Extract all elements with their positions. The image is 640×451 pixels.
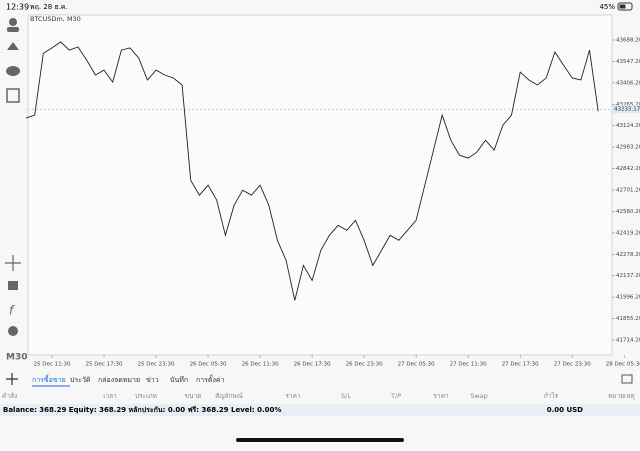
column-header: Swap bbox=[470, 392, 488, 400]
y-tick-label: 42419.20 bbox=[616, 230, 640, 236]
y-tick-label: 43265.20 bbox=[616, 102, 640, 108]
objects-icon[interactable] bbox=[8, 326, 18, 336]
y-tick-label: 41855.20 bbox=[616, 316, 640, 322]
account-icon-body bbox=[7, 27, 19, 32]
crosshair-icon[interactable] bbox=[5, 255, 21, 271]
y-tick-label: 43406.20 bbox=[616, 80, 640, 86]
price-line bbox=[25, 41, 599, 301]
function-icon[interactable]: f bbox=[9, 304, 15, 318]
x-tick-label: 25 Dec 17:30 bbox=[86, 362, 123, 368]
column-header: เวลา bbox=[103, 392, 117, 400]
x-tick-label: 27 Dec 23:30 bbox=[554, 362, 591, 368]
y-tick-label: 42701.20 bbox=[616, 188, 640, 194]
chat-icon[interactable] bbox=[6, 66, 20, 76]
tab[interactable]: บันทึก bbox=[170, 375, 188, 384]
column-header: กำไร bbox=[544, 392, 559, 400]
column-header: ราคา bbox=[285, 392, 300, 400]
tab[interactable]: การซื้อขาย bbox=[32, 373, 66, 384]
y-tick-label: 41714.20 bbox=[616, 338, 640, 344]
y-tick-label: 42842.20 bbox=[616, 166, 640, 172]
balance-summary: Balance: 368.29 Equity: 368.29 หลักประกั… bbox=[3, 406, 281, 414]
x-tick-label: 26 Dec 17:30 bbox=[294, 362, 331, 368]
column-header: S/L bbox=[341, 392, 351, 400]
x-tick-label: 25 Dec 11:30 bbox=[34, 362, 71, 368]
column-header: ขนาด bbox=[185, 392, 202, 400]
indicator-icon[interactable] bbox=[8, 281, 18, 290]
column-header: T/P bbox=[390, 392, 401, 400]
x-tick-label: 27 Dec 17:30 bbox=[502, 362, 539, 368]
current-price-label: 43233.17 bbox=[614, 107, 640, 113]
x-tick-label: 25 Dec 23:30 bbox=[138, 362, 175, 368]
y-tick-label: 42560.20 bbox=[616, 209, 640, 215]
battery-icon bbox=[617, 2, 633, 11]
battery-level bbox=[619, 4, 626, 9]
y-tick-label: 41996.20 bbox=[616, 295, 640, 301]
plot-area bbox=[27, 14, 613, 356]
timeframe[interactable]: M30 bbox=[6, 353, 27, 363]
x-tick-label: 28 Dec 05:30 bbox=[606, 362, 640, 368]
status-time: 12:39 bbox=[6, 3, 29, 12]
x-tick-label: 27 Dec 05:30 bbox=[398, 362, 435, 368]
account-icon[interactable] bbox=[9, 18, 17, 26]
tab[interactable]: กล่องจดหมาย bbox=[98, 376, 140, 384]
x-tick-label: 26 Dec 05:30 bbox=[190, 362, 227, 368]
y-tick-label: 42137.20 bbox=[616, 273, 640, 279]
column-header: สัญลักษณ์ bbox=[215, 392, 243, 400]
column-header: หมายเหตุ bbox=[608, 392, 635, 400]
y-tick-label: 42278.20 bbox=[616, 252, 640, 258]
y-tick-label: 42983.20 bbox=[616, 145, 640, 151]
add-button[interactable] bbox=[6, 373, 18, 385]
tab[interactable]: ข่าว bbox=[146, 376, 159, 384]
status-battery: 45% bbox=[599, 3, 615, 11]
tab[interactable]: การตั้งค่า bbox=[196, 373, 225, 384]
y-tick-label: 43124.20 bbox=[616, 123, 640, 129]
y-tick-label: 43547.20 bbox=[616, 59, 640, 65]
trade-icon[interactable] bbox=[7, 42, 19, 50]
sidebar: f M30 bbox=[5, 18, 27, 363]
status-date: พฤ. 28 ธ.ค. bbox=[30, 3, 68, 11]
y-tick-label: 43688.20 bbox=[616, 38, 640, 44]
balance-total: 0.00 USD bbox=[547, 406, 583, 414]
tab[interactable]: ประวัติ bbox=[70, 376, 91, 384]
current-price-box bbox=[612, 105, 640, 114]
column-header: ประเภท bbox=[135, 392, 157, 400]
column-header: ราคา bbox=[433, 392, 448, 400]
balance-bar bbox=[0, 404, 640, 416]
x-tick-label: 26 Dec 23:30 bbox=[346, 362, 383, 368]
chart-title: BTCUSDm, M30 bbox=[30, 15, 81, 23]
x-tick-label: 27 Dec 11:30 bbox=[450, 362, 487, 368]
new-order-icon[interactable] bbox=[6, 88, 20, 103]
layout-button[interactable] bbox=[621, 374, 633, 384]
home-indicator bbox=[236, 438, 404, 442]
column-header: คำสั่ง bbox=[2, 391, 17, 400]
x-tick-label: 26 Dec 11:30 bbox=[242, 362, 279, 368]
